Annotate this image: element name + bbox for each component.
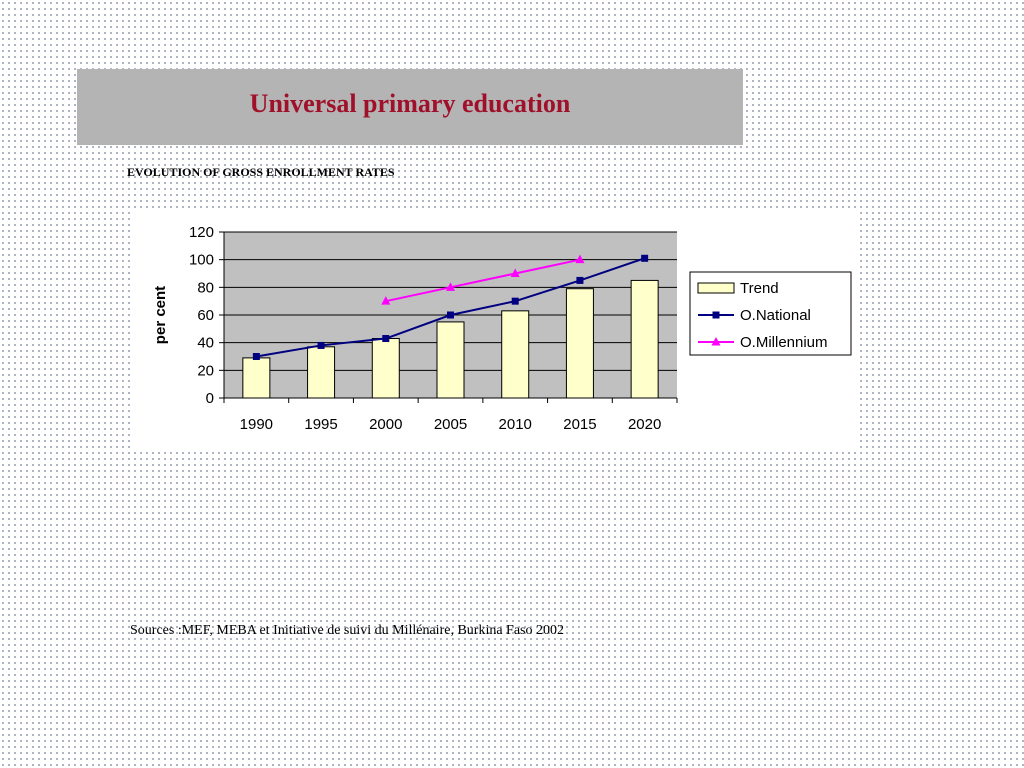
- point-o-national: [511, 297, 519, 305]
- y-tick-label: 40: [197, 335, 214, 352]
- x-tick-label: 2015: [563, 416, 596, 433]
- x-tick-label: 1990: [240, 416, 273, 433]
- point-o-national: [447, 311, 454, 319]
- point-o-millennium: [575, 254, 585, 264]
- x-tick-label: 2000: [369, 416, 402, 433]
- page-title: Universal primary education: [249, 89, 571, 118]
- bar-trend: [630, 279, 659, 399]
- legend-label-o-millennium: O.Millennium: [740, 334, 828, 351]
- legend-marker-o-millennium: [711, 337, 721, 346]
- x-tick-label: 2010: [499, 416, 532, 433]
- point-o-national: [252, 353, 260, 360]
- y-tick-label: 20: [197, 362, 214, 379]
- y-tick-label: 120: [189, 224, 214, 241]
- y-tick-label: 0: [206, 390, 214, 407]
- point-o-national: [317, 341, 325, 349]
- bar-trend: [307, 346, 336, 399]
- line-o-millennium: [385, 258, 581, 303]
- legend-label-o-national: O.National: [740, 307, 811, 324]
- y-axis-title: per cent: [152, 286, 169, 344]
- point-o-national: [641, 254, 649, 262]
- x-tick-label: 1995: [304, 416, 337, 433]
- legend-marker-o-national: [712, 311, 720, 319]
- bar-trend: [565, 288, 594, 399]
- title-banner: Universal primary education: [77, 69, 743, 145]
- bar-trend: [436, 321, 465, 399]
- x-tick-label: 2005: [434, 416, 467, 433]
- point-o-millennium: [446, 282, 455, 291]
- bar-trend: [501, 310, 530, 399]
- legend-label-trend: Trend: [740, 280, 779, 297]
- enrollment-chart: 0 20 40 60 80 100 120 1990 1995 2000 2005 2010 2015 2…: [152, 224, 852, 433]
- point-o-millennium: [510, 268, 520, 277]
- point-o-national: [576, 276, 584, 284]
- chart-container: 0 20 40 60 80 100 120 1990 1995 2000 2005 2010 2015 2…: [133, 210, 857, 448]
- chart-subtitle: EVOLUTION OF GROSS ENROLLMENT RATES: [127, 165, 395, 179]
- point-o-national: [382, 335, 390, 343]
- x-tick-label: 2020: [628, 416, 661, 433]
- bar-trend: [242, 357, 271, 399]
- y-tick-label: 60: [197, 307, 214, 324]
- bar-trend: [371, 338, 400, 399]
- sources-note: Sources :MEF, MEBA et Initiative de suiv…: [130, 623, 564, 638]
- y-tick-label: 80: [197, 279, 214, 296]
- point-o-millennium: [381, 296, 391, 305]
- y-tick-label: 100: [189, 252, 214, 269]
- legend-swatch-trend: [697, 282, 735, 294]
